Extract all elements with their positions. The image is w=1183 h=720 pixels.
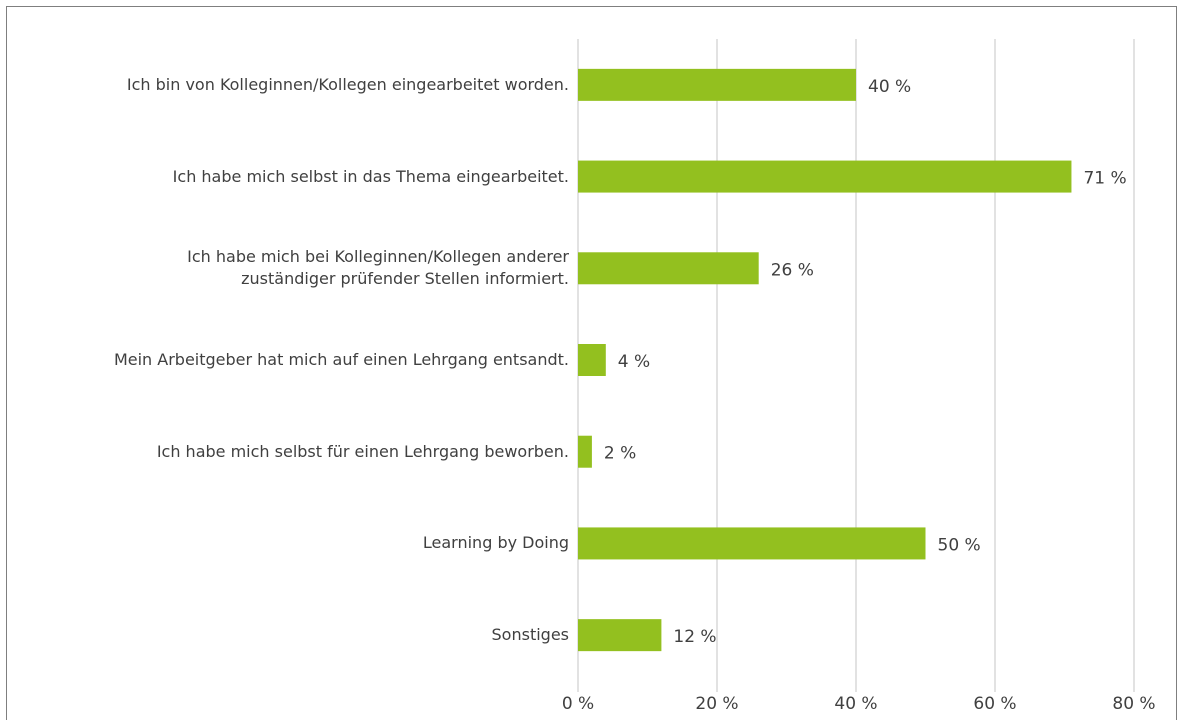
bar — [578, 344, 606, 376]
category-label: Ich habe mich selbst in das Thema eingea… — [172, 166, 569, 186]
x-tick-label: 0 % — [562, 694, 594, 714]
x-tick-label: 60 % — [973, 694, 1016, 714]
category-label: Learning by Doing — [422, 533, 569, 553]
value-label: 12 % — [673, 627, 716, 647]
category-label: Ich habe mich bei Kolleginnen/Kollegen a… — [187, 247, 569, 289]
bar — [578, 68, 856, 101]
value-label: 71 % — [1083, 169, 1126, 189]
x-tick-label: 20 % — [695, 694, 738, 714]
frame — [6, 6, 1177, 720]
value-label: 40 % — [868, 77, 911, 97]
value-label: 26 % — [771, 260, 814, 280]
category-label: Ich habe mich selbst für einen Lehrgang … — [156, 441, 569, 461]
bar — [578, 619, 662, 652]
category-label: Ich bin von Kolleginnen/Kollegen eingear… — [126, 74, 569, 94]
bar — [578, 252, 759, 285]
value-label: 4 % — [618, 352, 650, 372]
category-label: Sonstiges — [491, 625, 569, 645]
category-label: Mein Arbeitgeber hat mich auf einen Lehr… — [113, 350, 569, 369]
bar — [578, 527, 926, 560]
value-label: 2 % — [604, 444, 636, 464]
bar — [578, 160, 1072, 193]
value-label: 50 % — [938, 535, 981, 555]
bar — [578, 435, 592, 468]
x-tick-label: 80 % — [1112, 694, 1155, 714]
x-tick-label: 40 % — [834, 694, 877, 714]
